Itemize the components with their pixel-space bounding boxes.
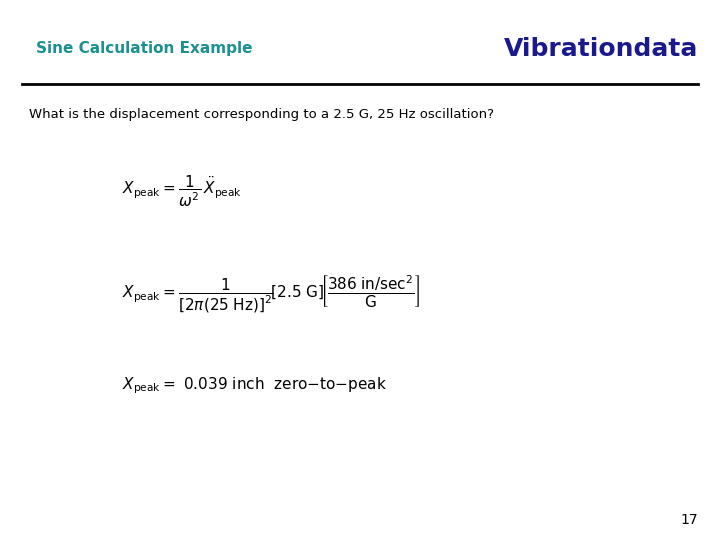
Text: $X_{\mathsf{peak}} = \dfrac{1}{\left[2\pi(25\;\mathsf{Hz})\right]^{2}}\!\left[2.: $X_{\mathsf{peak}} = \dfrac{1}{\left[2\p… bbox=[122, 274, 420, 315]
Text: 17: 17 bbox=[681, 512, 698, 526]
Text: Sine Calculation Example: Sine Calculation Example bbox=[36, 41, 253, 56]
Text: What is the displacement corresponding to a 2.5 G, 25 Hz oscillation?: What is the displacement corresponding t… bbox=[29, 108, 494, 121]
Text: $X_{\mathsf{peak}} = \dfrac{1}{\omega^{2}}\,\ddot{X}_{\mathsf{peak}}$: $X_{\mathsf{peak}} = \dfrac{1}{\omega^{2… bbox=[122, 174, 243, 210]
Text: $X_{\mathsf{peak}} = \ 0.039\ \mathsf{inch}\ \ \mathsf{zero{-}to{-}peak}$: $X_{\mathsf{peak}} = \ 0.039\ \mathsf{in… bbox=[122, 376, 387, 396]
Text: Vibrationdata: Vibrationdata bbox=[504, 37, 698, 60]
